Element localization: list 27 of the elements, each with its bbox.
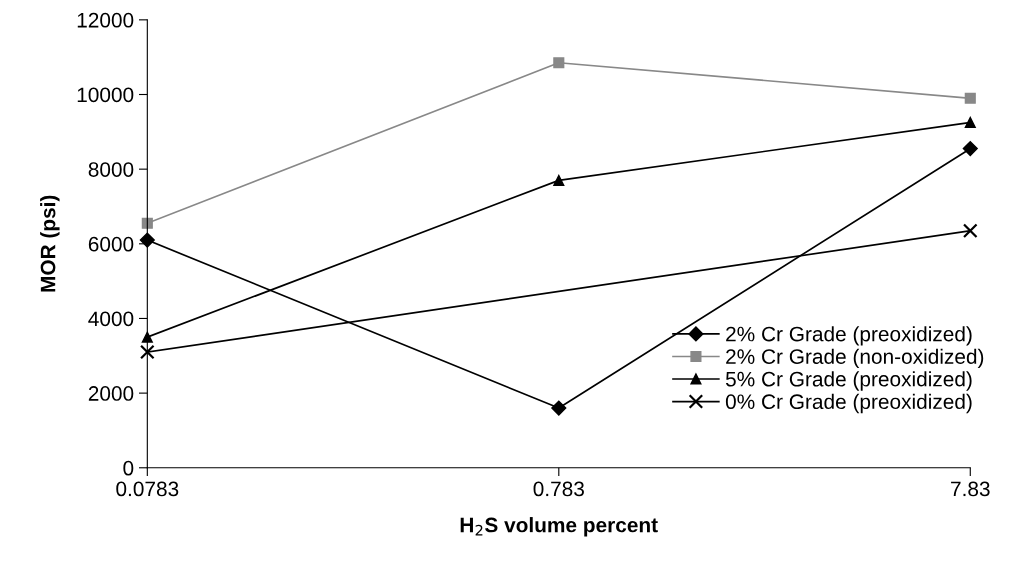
point	[139, 344, 155, 360]
point	[553, 174, 565, 186]
y-tick-label: 6000	[88, 236, 134, 252]
y-tick-label: 10000	[77, 87, 134, 103]
y-tick-label: 8000	[88, 162, 134, 177]
x-tick-label: 0.0783	[116, 481, 179, 497]
y-tick-label: 12000	[77, 12, 134, 28]
point	[964, 116, 976, 129]
y-tick-label: 0	[123, 460, 134, 476]
legend-label: 0% Cr Grade (preoxidized)	[725, 393, 972, 414]
point	[141, 331, 153, 343]
point	[553, 57, 565, 69]
y-axis-title: MOR (psi)	[40, 195, 60, 292]
point	[962, 223, 978, 239]
point	[551, 400, 567, 416]
x-tick-label: 7.83	[951, 481, 990, 497]
legend-label: 2% Cr Grade (non-oxidized)	[726, 348, 984, 369]
legend-label: 5% Cr Grade (preoxidized)	[725, 371, 972, 391]
x-axis-title: H$_{2}$S volume percent	[460, 517, 658, 537]
point	[141, 217, 153, 229]
legend-label: 2% Cr Grade (preoxidized)	[726, 326, 972, 346]
x-tick-label: 0.783	[533, 481, 584, 497]
y-tick-label: 4000	[88, 311, 134, 327]
point	[139, 232, 155, 248]
point	[962, 141, 978, 157]
y-tick-label: 2000	[88, 386, 134, 401]
point	[964, 92, 976, 104]
